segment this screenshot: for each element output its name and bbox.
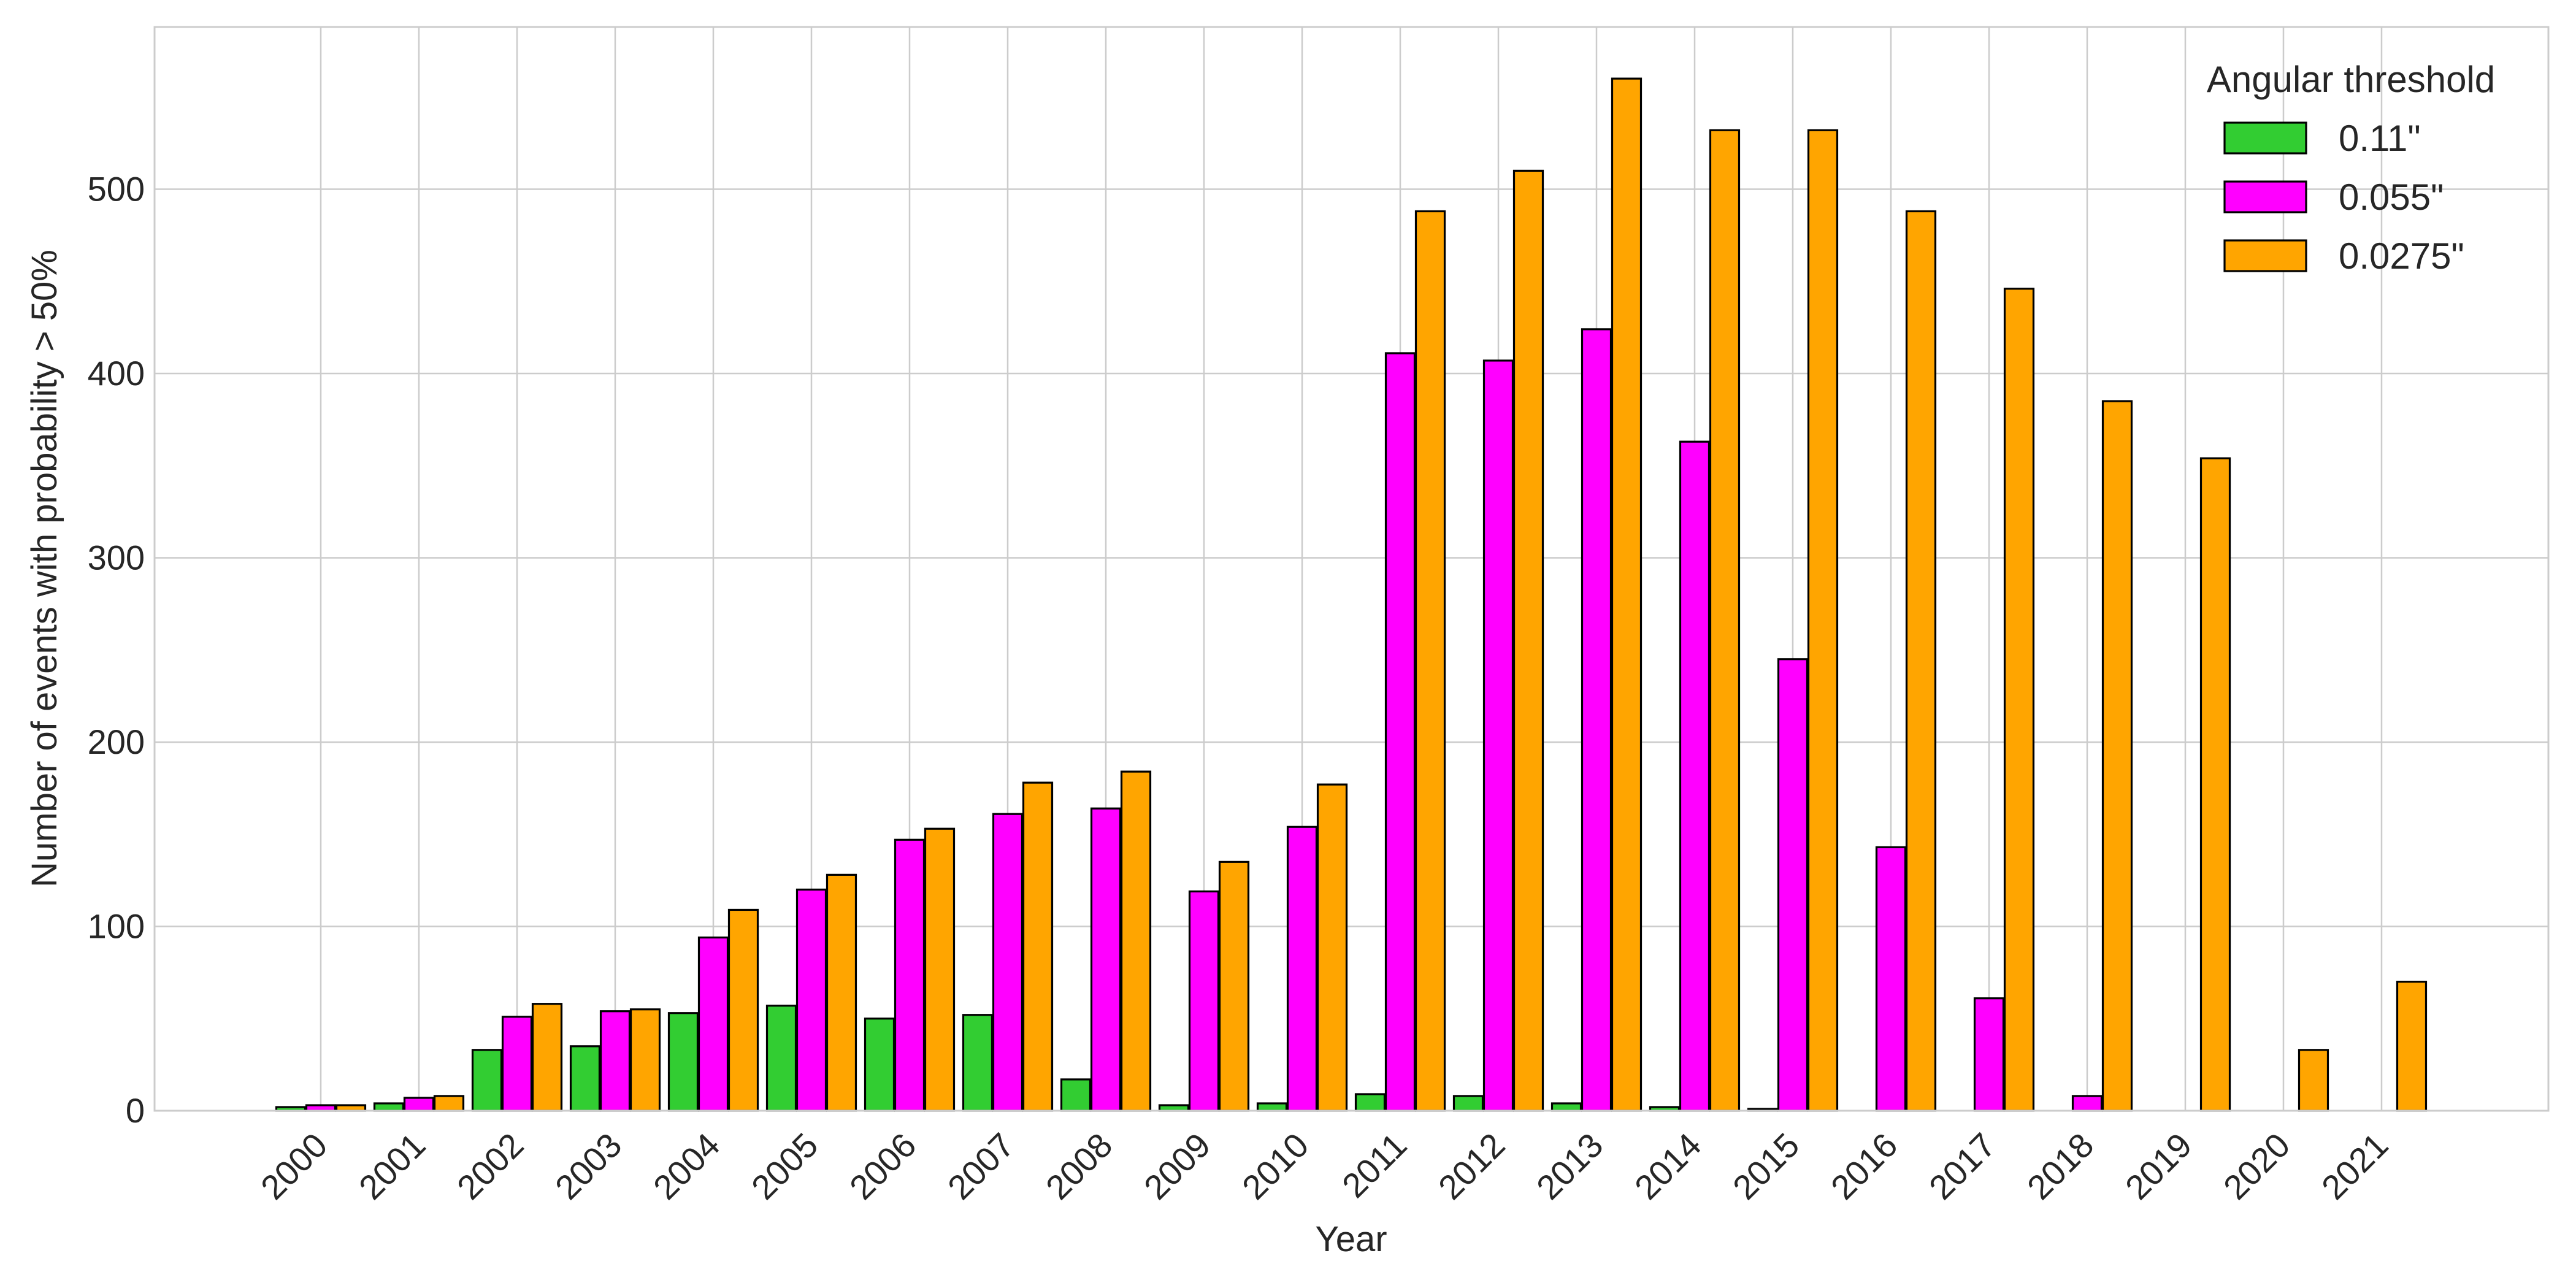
bar-2004-series-2 bbox=[697, 936, 729, 1112]
bar-2021-series-3 bbox=[2396, 981, 2428, 1112]
bar-2008-series-2 bbox=[1090, 807, 1122, 1112]
x-tick-label: 2010 bbox=[1235, 1125, 1316, 1207]
bar-2012-series-1 bbox=[1452, 1095, 1484, 1112]
bar-2016-series-3 bbox=[1905, 210, 1937, 1112]
x-tick-label: 2020 bbox=[2216, 1125, 2298, 1207]
legend-label: 0.0275" bbox=[2339, 236, 2464, 277]
y-tick-label: 300 bbox=[88, 538, 145, 577]
x-tick-label: 2003 bbox=[548, 1125, 629, 1207]
bar-2008-series-3 bbox=[1120, 770, 1152, 1112]
x-tick-label: 2009 bbox=[1137, 1125, 1218, 1207]
x-tick-label: 2005 bbox=[744, 1125, 826, 1207]
x-tick-label: 2019 bbox=[2118, 1125, 2199, 1207]
x-tick-label: 2015 bbox=[1725, 1125, 1807, 1207]
x-tick-label: 2021 bbox=[2314, 1125, 2396, 1207]
bar-2002-series-1 bbox=[471, 1049, 503, 1112]
bar-2004-series-1 bbox=[667, 1012, 699, 1112]
legend-title: Angular threshold bbox=[2207, 59, 2495, 100]
bar-2004-series-3 bbox=[727, 908, 759, 1112]
x-tick-label: 2000 bbox=[253, 1125, 335, 1207]
grid bbox=[155, 27, 2548, 1112]
x-tick-label: 2001 bbox=[351, 1125, 433, 1207]
bar-2006-series-2 bbox=[894, 838, 926, 1112]
bar-2014-series-3 bbox=[1709, 129, 1741, 1112]
y-tick-label: 0 bbox=[126, 1091, 145, 1130]
bar-2006-series-1 bbox=[864, 1018, 895, 1112]
bar-2018-series-2 bbox=[2071, 1095, 2103, 1112]
y-axis-label: Number of events with probability > 50% bbox=[25, 250, 64, 887]
bar-2016-series-2 bbox=[1875, 846, 1907, 1112]
y-tick-label: 200 bbox=[88, 723, 145, 761]
bar-2010-series-2 bbox=[1286, 826, 1318, 1112]
bar-2015-series-3 bbox=[1807, 129, 1839, 1112]
y-tick-label: 100 bbox=[88, 907, 145, 945]
legend-swatch bbox=[2223, 239, 2307, 272]
x-tick-label: 2007 bbox=[940, 1125, 1022, 1207]
bar-2010-series-3 bbox=[1316, 783, 1348, 1112]
legend-swatch bbox=[2223, 121, 2307, 155]
x-tick-label: 2013 bbox=[1529, 1125, 1611, 1207]
bar-2017-series-2 bbox=[1973, 997, 2005, 1112]
bar-2011-series-2 bbox=[1384, 352, 1416, 1112]
bar-2009-series-2 bbox=[1188, 890, 1220, 1112]
bar-2009-series-3 bbox=[1218, 861, 1250, 1112]
bar-2007-series-2 bbox=[992, 813, 1024, 1112]
bar-2003-series-1 bbox=[569, 1045, 601, 1112]
bar-2007-series-1 bbox=[962, 1014, 994, 1112]
bar-2014-series-2 bbox=[1679, 440, 1711, 1112]
legend: Angular threshold 0.11" 0.055" 0.0275" bbox=[2207, 59, 2495, 277]
bar-2001-series-1 bbox=[373, 1102, 405, 1112]
plot-frame bbox=[153, 26, 2550, 1112]
bar-2003-series-2 bbox=[599, 1010, 631, 1112]
x-tick-label: 2002 bbox=[450, 1125, 531, 1207]
bar-2008-series-1 bbox=[1060, 1078, 1092, 1112]
bar-2020-series-3 bbox=[2298, 1049, 2329, 1112]
x-tick-label: 2012 bbox=[1431, 1125, 1512, 1207]
bar-2002-series-3 bbox=[531, 1003, 563, 1112]
bar-2002-series-2 bbox=[501, 1016, 533, 1112]
bar-2001-series-2 bbox=[403, 1097, 435, 1112]
x-tick-label: 2008 bbox=[1038, 1125, 1120, 1207]
bar-2013-series-1 bbox=[1551, 1102, 1582, 1112]
bar-2011-series-1 bbox=[1354, 1093, 1386, 1112]
legend-swatch bbox=[2223, 180, 2307, 213]
bar-2013-series-2 bbox=[1581, 328, 1612, 1112]
x-tick-label: 2011 bbox=[1335, 1125, 1414, 1205]
legend-label: 0.11" bbox=[2339, 118, 2421, 159]
bar-2011-series-3 bbox=[1414, 210, 1446, 1112]
x-tick-label: 2016 bbox=[1823, 1125, 1905, 1207]
x-tick-label: 2006 bbox=[842, 1125, 924, 1207]
bar-2012-series-2 bbox=[1482, 359, 1514, 1112]
bar-2006-series-3 bbox=[924, 827, 956, 1112]
x-tick-label: 2018 bbox=[2020, 1125, 2101, 1207]
bar-2013-series-3 bbox=[1611, 77, 1643, 1112]
bars bbox=[275, 77, 2428, 1112]
y-tick-label: 500 bbox=[88, 169, 145, 208]
bar-2017-series-3 bbox=[2003, 288, 2035, 1112]
bar-2005-series-3 bbox=[826, 873, 857, 1112]
x-axis-label: Year bbox=[1315, 1219, 1387, 1259]
bar-2005-series-1 bbox=[765, 1005, 797, 1112]
y-tick-label: 400 bbox=[88, 354, 145, 393]
bar-2012-series-3 bbox=[1512, 169, 1544, 1112]
x-axis-ticks: 2000 2001 2002 2003 2004 2005 2006 2007 2008 2009… bbox=[253, 1125, 2396, 1207]
bar-2015-series-2 bbox=[1777, 658, 1809, 1112]
bar-2001-series-3 bbox=[433, 1095, 465, 1112]
bar-2007-series-3 bbox=[1022, 781, 1054, 1112]
x-tick-label: 2014 bbox=[1627, 1125, 1709, 1207]
y-axis-ticks: 0 100 200 300 400 500 bbox=[88, 169, 145, 1130]
x-tick-label: 2004 bbox=[646, 1125, 727, 1207]
bar-2019-series-3 bbox=[2199, 457, 2231, 1112]
bar-2005-series-2 bbox=[795, 888, 827, 1112]
x-tick-label: 2017 bbox=[1922, 1125, 2003, 1207]
bar-2003-series-3 bbox=[629, 1008, 661, 1112]
legend-label: 0.055" bbox=[2339, 177, 2444, 218]
bar-2018-series-3 bbox=[2101, 400, 2133, 1112]
bar-2010-series-1 bbox=[1256, 1102, 1288, 1112]
